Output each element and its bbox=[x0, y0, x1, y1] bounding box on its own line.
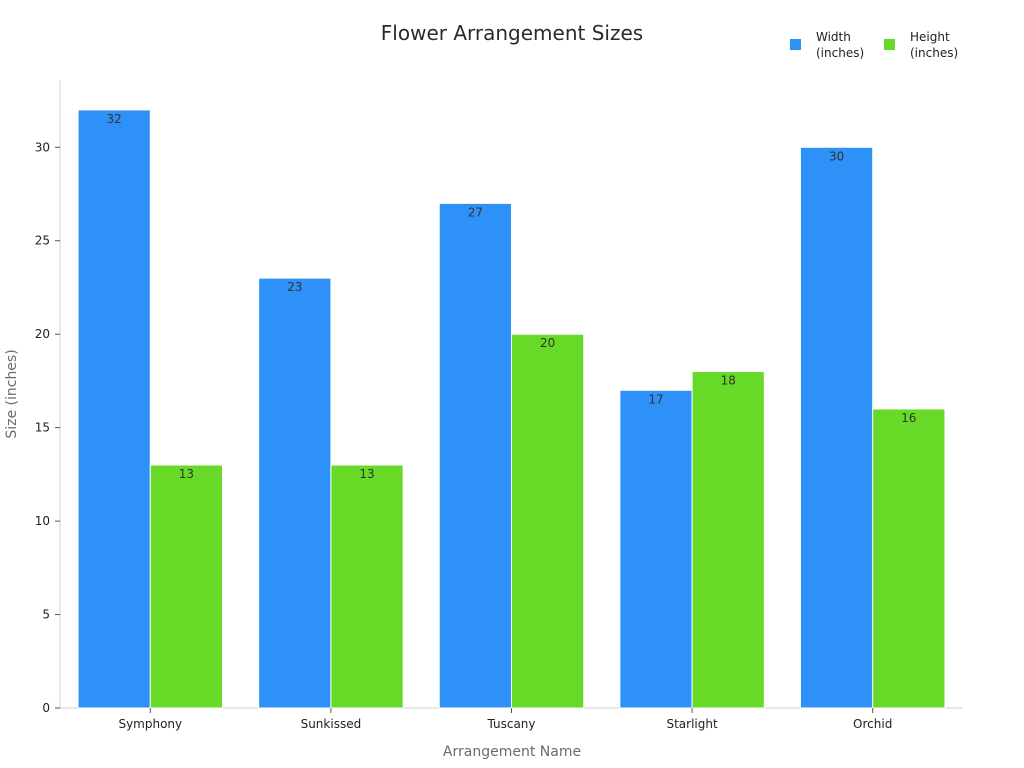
data-label: 20 bbox=[540, 336, 555, 350]
bar-width-tuscany bbox=[438, 202, 513, 709]
legend-item: Width (inches) bbox=[790, 30, 864, 60]
data-label: 30 bbox=[829, 149, 844, 163]
y-axis-title: Size (inches) bbox=[4, 349, 20, 438]
data-label: 13 bbox=[359, 467, 374, 481]
legend-swatch bbox=[884, 39, 895, 50]
bar-height-starlight bbox=[691, 371, 765, 709]
bar-height-sunkissed bbox=[330, 464, 404, 709]
bar-width-symphony bbox=[77, 109, 151, 709]
data-label: 27 bbox=[468, 205, 483, 219]
data-label: 32 bbox=[107, 112, 122, 126]
bar-height-orchid bbox=[872, 408, 946, 709]
x-axis-ticks: Symphony Sunkissed Tuscany Starlight Orchid bbox=[118, 708, 892, 731]
data-label: 23 bbox=[287, 280, 302, 294]
y-tick-label: 0 bbox=[42, 701, 50, 715]
y-tick-label: 20 bbox=[35, 327, 50, 341]
data-label: 18 bbox=[721, 374, 736, 388]
data-label: 16 bbox=[901, 411, 916, 425]
bar-width-orchid bbox=[799, 146, 874, 709]
legend-swatch bbox=[790, 39, 801, 50]
bars: 32 13 23 13 27 20 17 18 30 16 bbox=[77, 109, 946, 709]
bar-height-symphony bbox=[149, 464, 224, 709]
legend: Width (inches) Height (inches) bbox=[790, 30, 958, 60]
legend-label: Width bbox=[816, 30, 851, 44]
y-tick-label: 15 bbox=[35, 421, 50, 435]
data-label: 17 bbox=[648, 392, 663, 406]
x-axis-title: Arrangement Name bbox=[443, 744, 581, 760]
x-tick-label: Sunkissed bbox=[301, 717, 362, 731]
y-axis-ticks: 0 5 10 15 20 25 30 bbox=[35, 140, 60, 715]
y-tick-label: 10 bbox=[35, 514, 50, 528]
bar-height-tuscany bbox=[511, 333, 585, 709]
x-tick-label: Orchid bbox=[853, 717, 892, 731]
legend-label: (inches) bbox=[910, 46, 958, 60]
chart-title: Flower Arrangement Sizes bbox=[381, 21, 643, 45]
x-tick-label: Symphony bbox=[118, 717, 182, 731]
bar-width-sunkissed bbox=[258, 277, 332, 709]
y-tick-label: 5 bbox=[42, 608, 50, 622]
data-label: 13 bbox=[179, 467, 194, 481]
legend-label: (inches) bbox=[816, 46, 864, 60]
x-tick-label: Starlight bbox=[666, 717, 718, 731]
y-tick-label: 25 bbox=[35, 234, 50, 248]
legend-item: Height (inches) bbox=[884, 30, 958, 60]
bar-width-starlight bbox=[619, 389, 693, 709]
y-tick-label: 30 bbox=[35, 140, 50, 154]
legend-label: Height bbox=[910, 30, 950, 44]
x-tick-label: Tuscany bbox=[486, 717, 535, 731]
plot-area: 0 5 10 15 20 25 30 32 13 23 13 27 20 17 18 30 16 Sympho… bbox=[35, 80, 963, 731]
